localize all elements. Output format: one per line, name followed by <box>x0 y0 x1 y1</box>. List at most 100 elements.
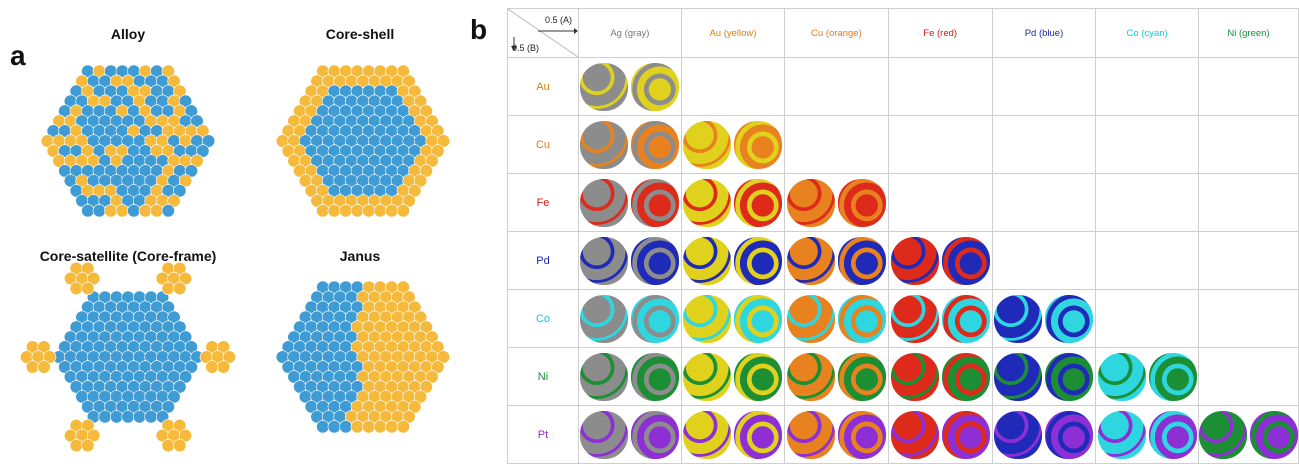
satellite-atom <box>37 360 51 374</box>
title-core-satellite: Core-satellite (Core-frame) <box>39 248 217 264</box>
cell-fe-pd <box>991 173 1097 232</box>
particle-image <box>1249 410 1298 459</box>
cell-ni-co <box>1095 347 1199 406</box>
row-header-pd: Pd <box>507 231 579 290</box>
corner-cell: 0.5 (A) 0.5 (B) <box>507 8 579 58</box>
particle-image <box>734 236 783 285</box>
particle-image <box>786 294 835 343</box>
atom <box>190 114 204 128</box>
cell-co-ag <box>578 289 682 348</box>
cell-au-co <box>1095 57 1199 116</box>
satellite-atom <box>81 438 95 452</box>
atom <box>178 94 193 108</box>
atom <box>425 370 439 384</box>
atom <box>316 204 330 218</box>
panel-b-letter: b <box>470 14 488 45</box>
satellite-atom <box>43 350 57 364</box>
cell-pt-pd <box>991 405 1097 464</box>
cell-fe-co <box>1095 173 1199 232</box>
atom <box>132 410 147 424</box>
row-header-fe: Fe <box>507 173 579 232</box>
particle-image <box>683 294 732 343</box>
particle-image <box>786 410 835 459</box>
particle-image <box>890 352 939 401</box>
cell-au-pd <box>991 57 1097 116</box>
cell-fe-fe <box>887 173 993 232</box>
matrix-row-pt: Pt <box>507 405 1299 464</box>
cell-co-fe <box>887 289 993 348</box>
atom <box>385 204 399 218</box>
atom <box>173 320 187 334</box>
particle-image <box>580 120 629 169</box>
row-header-pt: Pt <box>507 405 579 464</box>
atom <box>425 330 439 344</box>
panel-b-table-wrap: 0.5 (A) 0.5 (B) Ag (gray) Au (yellow) Cu… <box>507 8 1299 464</box>
atom <box>413 94 428 108</box>
row-header-co: Co <box>507 289 579 348</box>
particle-image <box>1148 410 1197 459</box>
cell-pt-co <box>1095 405 1199 464</box>
satellite-atom <box>173 281 187 296</box>
cell-pd-co <box>1095 231 1199 290</box>
atom <box>431 144 445 158</box>
atom <box>327 420 341 434</box>
cell-co-au <box>680 289 786 348</box>
particle-image <box>631 120 680 169</box>
cell-au-ag <box>578 57 682 116</box>
atom <box>373 420 387 434</box>
atom <box>316 420 330 434</box>
cell-ni-fe <box>887 347 993 406</box>
particle-image <box>1148 352 1197 401</box>
atom <box>402 74 416 88</box>
atom <box>362 204 376 218</box>
satellite-atom <box>216 360 231 374</box>
cell-cu-ag <box>578 115 682 174</box>
satellite-atom <box>161 281 175 296</box>
axis-b-label: 0.5 (B) <box>512 43 540 53</box>
title-core-shell: Core-shell <box>325 26 395 42</box>
cell-pt-cu <box>784 405 889 464</box>
particle-image <box>837 294 886 343</box>
atom <box>327 204 341 218</box>
cell-cu-fe <box>887 115 993 174</box>
particle-image <box>631 410 680 459</box>
particle-image <box>1198 410 1247 459</box>
atom <box>339 420 353 434</box>
atom <box>408 84 422 98</box>
particle-image <box>890 236 939 285</box>
atom <box>121 410 135 424</box>
col-header-co: Co (cyan) <box>1095 8 1199 58</box>
satellite-atom <box>69 438 83 452</box>
particle-image <box>734 410 783 459</box>
atom <box>173 184 187 198</box>
col-header-ag: Ag (gray) <box>578 8 682 58</box>
atom <box>201 134 216 148</box>
particle-image <box>890 294 939 343</box>
atom <box>104 204 118 218</box>
atom <box>373 204 387 218</box>
atom <box>150 204 164 218</box>
particle-image <box>631 178 680 227</box>
cell-fe-au <box>680 173 786 232</box>
cell-fe-cu <box>784 173 889 232</box>
cell-au-au <box>680 57 786 116</box>
particle-image <box>941 352 990 401</box>
cell-pd-ag <box>578 231 682 290</box>
atom <box>436 134 451 148</box>
alloy-matrix-table: 0.5 (A) 0.5 (B) Ag (gray) Au (yellow) Cu… <box>507 8 1299 464</box>
matrix-row-au: Au <box>507 57 1299 116</box>
satellite-atom <box>222 350 236 364</box>
atom <box>396 280 410 294</box>
particle-image <box>683 236 732 285</box>
atom <box>98 410 112 424</box>
matrix-row-ni: Ni <box>507 347 1299 406</box>
particle-image <box>631 236 680 285</box>
particle-image <box>734 178 783 227</box>
atom <box>385 420 399 434</box>
cell-au-ni <box>1197 57 1299 116</box>
cell-cu-au <box>680 115 786 174</box>
atom <box>178 174 193 188</box>
atom <box>431 340 445 354</box>
atom <box>81 204 95 218</box>
atom <box>184 104 198 118</box>
